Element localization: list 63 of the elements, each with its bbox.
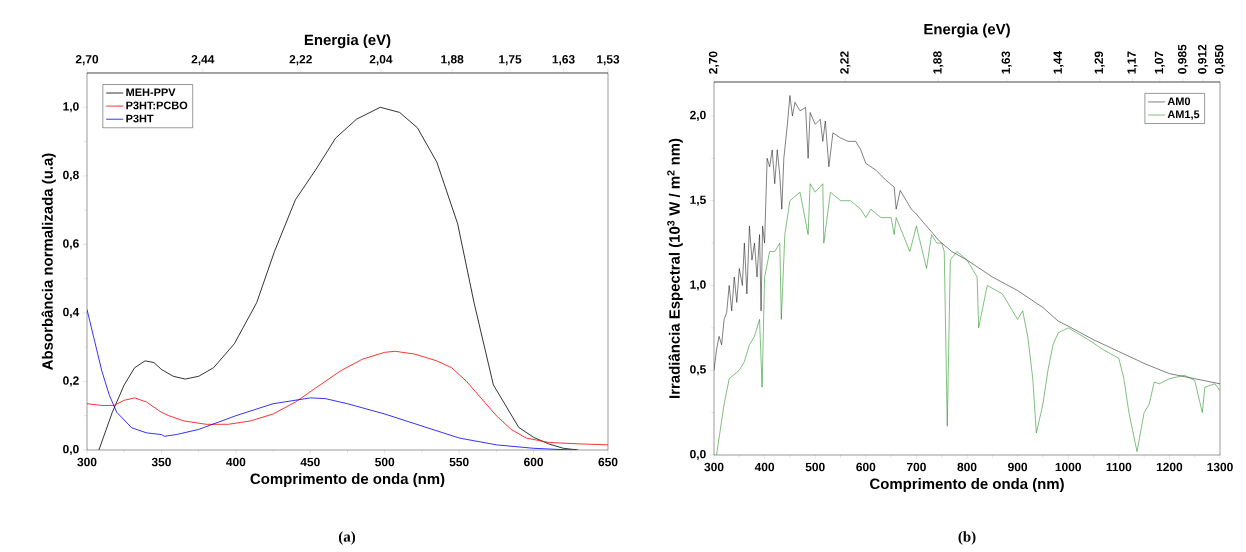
y-tick-label: 1,5 [690, 195, 706, 206]
x-tick-label: 650 [598, 457, 618, 467]
y-tick-label: 0,8 [63, 170, 79, 181]
x2-tick-label: 0,985 [1177, 44, 1189, 74]
x-tick-label: 1100 [1106, 462, 1132, 472]
legend-label: MEH-PPV [126, 88, 176, 97]
y-tick-label: 1,0 [690, 280, 706, 291]
x-axis-title: Comprimento de onda (nm) [870, 478, 1064, 493]
x-tick-label: 800 [957, 462, 977, 472]
x2-tick-label: 2,04 [369, 55, 393, 66]
line-series [716, 183, 1221, 455]
y-axis-title: Irradiância Espectral (10$^{3}$ W / m$^{2}$ nm) [667, 138, 683, 398]
x2-tick-label: 2,22 [289, 55, 312, 66]
x2-tick-label: 2,44 [191, 55, 215, 66]
x2-tick-label: 1,17 [1127, 51, 1138, 74]
x2-tick-label: 1,53 [597, 55, 620, 66]
x-tick-label: 400 [754, 462, 775, 472]
legend-label: AM0 [1167, 97, 1191, 106]
x-tick-label: 500 [375, 457, 395, 467]
x-tick-label: 300 [704, 462, 724, 472]
x-tick-label: 300 [77, 457, 97, 467]
x2-axis-title: Energia (eV) [924, 23, 1010, 38]
y-tick-label: 0,2 [63, 376, 79, 387]
x-tick-label: 1300 [1207, 462, 1233, 472]
x-tick-label: 350 [151, 457, 171, 467]
y-tick-label: 0,6 [63, 239, 79, 250]
legend-label: P3HT:PCBO [126, 101, 188, 110]
y-axis-title: Absorbância normalizada (u.a) [41, 153, 56, 370]
legend-label: P3HT [126, 114, 154, 123]
x-tick-label: 1000 [1055, 462, 1082, 472]
x-tick-label: 550 [449, 457, 469, 467]
text: (a) [338, 531, 356, 545]
x2-tick-label: 1,07 [1154, 51, 1165, 74]
x2-axis-title: Energia (eV) [304, 34, 391, 49]
y-tick-label: 0,5 [690, 365, 706, 376]
legend-label: AM1,5 [1167, 110, 1200, 120]
x2-tick-label: 1,75 [499, 55, 522, 66]
x2-tick-label: 2,70 [75, 55, 99, 66]
x-tick-label: 400 [226, 457, 246, 467]
x2-tick-label: 1,63 [552, 55, 575, 66]
y-tick-label: 0,0 [63, 444, 79, 456]
text: (b) [958, 531, 976, 545]
x2-tick-label: 1,63 [1001, 51, 1012, 74]
x-tick-label: 450 [300, 457, 320, 467]
x-axis-title: Comprimento de onda (nm) [250, 473, 445, 488]
y-tick-label: 0,4 [63, 307, 80, 318]
x2-tick-label: 1,88 [933, 51, 944, 74]
y-tick-label: 2,0 [690, 110, 706, 121]
x-tick-label: 900 [1008, 462, 1028, 472]
y-tick-label: 1,0 [63, 102, 79, 113]
x2-tick-label: 2,22 [840, 51, 851, 74]
x-tick-label: 600 [524, 457, 544, 467]
x-tick-label: 700 [906, 462, 926, 472]
x2-tick-label: 0,850 [1214, 44, 1226, 74]
x2-tick-label: 1,44 [1053, 51, 1064, 74]
x-tick-label: 600 [856, 462, 876, 472]
y-tick-label: 0,0 [690, 449, 706, 461]
x2-tick-label: 1,88 [441, 55, 464, 66]
x-tick-label: 1200 [1156, 462, 1183, 472]
x2-tick-label: 0,912 [1197, 44, 1209, 74]
x2-tick-label: 1,29 [1094, 51, 1105, 74]
x-tick-label: 500 [805, 462, 825, 472]
x2-tick-label: 2,70 [708, 51, 720, 74]
